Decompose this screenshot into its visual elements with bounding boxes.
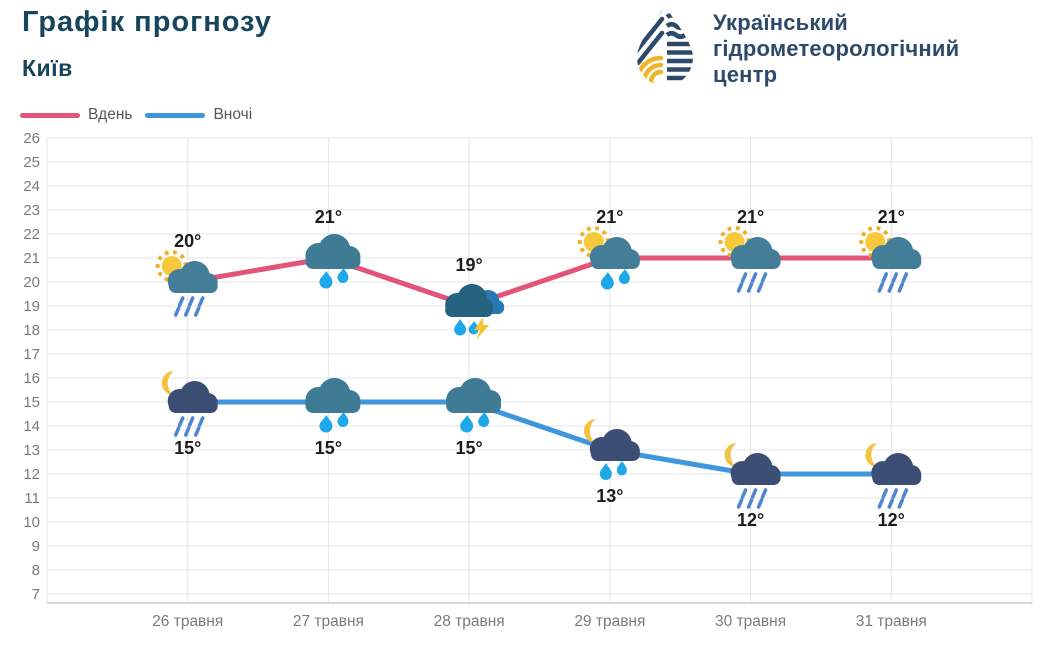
night-series-swatch (145, 112, 206, 118)
y-tick-label: 9 (32, 538, 40, 555)
y-tick-label: 20 (23, 274, 40, 291)
y-tick-label: 11 (24, 490, 40, 507)
temp-label: 15° (315, 438, 342, 458)
y-tick-label: 23 (23, 202, 40, 219)
legend-label-day: Вдень (88, 106, 133, 123)
cloud-heavy-rain-icon (446, 378, 502, 433)
day-series-swatch (20, 112, 80, 118)
y-tick-label: 26 (23, 130, 40, 147)
y-tick-label: 12 (23, 466, 40, 483)
y-tick-label: 7 (32, 586, 40, 603)
y-tick-label: 15 (23, 394, 40, 411)
page-title: Графік прогнозу (22, 6, 272, 38)
cloud-heavy-rain-icon (305, 234, 361, 289)
temp-label: 12° (737, 510, 764, 530)
x-category-label: 28 травня (434, 613, 505, 630)
city-title: Київ (22, 55, 73, 81)
y-tick-label: 24 (23, 178, 40, 195)
temp-label: 15° (174, 438, 201, 458)
temp-label: 20° (174, 231, 201, 251)
temp-label: 19° (456, 255, 483, 275)
y-tick-label: 13 (23, 442, 40, 459)
y-tick-label: 18 (23, 322, 40, 339)
moon-cloud-rain-icon (722, 441, 783, 509)
y-tick-label: 14 (23, 418, 40, 435)
temp-label: 21° (878, 207, 905, 227)
x-category-label: 30 травня (715, 613, 786, 630)
temp-label: 12° (878, 510, 905, 530)
y-tick-label: 21 (23, 250, 40, 267)
x-category-label: 31 травня (856, 613, 927, 630)
y-tick-label: 8 (32, 562, 40, 579)
legend-label-night: Вночі (213, 106, 253, 123)
moon-cloud-drops-icon (583, 419, 640, 480)
temp-label: 21° (596, 207, 623, 227)
thunderstorm-icon (445, 284, 505, 340)
chart-legend: Вдень Вночі (20, 106, 252, 124)
y-tick-label: 25 (23, 154, 40, 171)
org-name-line2: гідрометеорологічний (713, 36, 960, 61)
x-category-label: 27 травня (293, 613, 364, 630)
moon-cloud-rain-icon (863, 441, 924, 509)
temp-label: 21° (737, 207, 764, 227)
y-tick-label: 10 (23, 514, 40, 531)
moon-cloud-rain-icon (159, 369, 220, 437)
legend-item-night: Вночі (145, 106, 252, 124)
temp-label: 21° (315, 207, 342, 227)
temp-label: 13° (596, 486, 623, 506)
org-name-line1: Український (713, 10, 849, 35)
y-tick-label: 17 (23, 346, 40, 363)
hydromet-drop-logo-icon (637, 7, 693, 85)
legend-item-day: Вдень (20, 106, 132, 124)
chart-grid: 7 8 9 10 11 12 13 14 15 16 17 18 19 20 21 22 23 24 25 26 (23, 130, 1033, 604)
y-tick-label: 22 (23, 226, 40, 243)
org-name-line3: центр (713, 62, 778, 87)
cloud-heavy-rain-icon (305, 378, 361, 433)
org-name: Український гідрометеорологічний центр (713, 10, 959, 88)
x-category-label: 29 травня (574, 613, 645, 630)
org-brand: Український гідрометеорологічний центр (632, 4, 959, 90)
series-line-Вночі (185, 399, 894, 477)
y-tick-label: 16 (23, 370, 40, 387)
temp-label: 15° (456, 438, 483, 458)
y-tick-label: 19 (23, 298, 40, 315)
title-block: Графік прогнозу Київ (22, 6, 272, 82)
x-category-label: 26 травня (152, 613, 223, 630)
